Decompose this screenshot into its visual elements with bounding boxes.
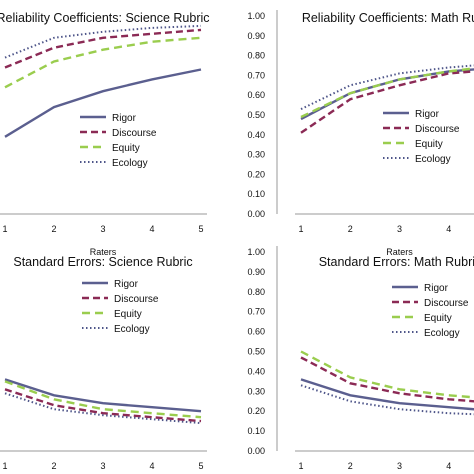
chart-title: Standard Errors: Science Rubric — [13, 255, 192, 269]
y-tick-label: 0.20 — [247, 406, 265, 416]
legend: Rigor Discourse Equity Ecology — [82, 279, 159, 335]
legend-label-ecology: Ecology — [424, 328, 460, 339]
y-tick-label: 0.00 — [247, 446, 265, 456]
y-tick-label: 0.90 — [247, 31, 265, 41]
x-tick-label: 1 — [298, 224, 303, 234]
x-tick-label: 5 — [198, 224, 203, 234]
y-tick-label: 0.00 — [247, 209, 265, 219]
y-tick-label: 0.50 — [247, 110, 265, 120]
y-tick-label: 0.10 — [247, 426, 265, 436]
y-tick-label: 0.40 — [247, 366, 265, 376]
legend-label-ecology: Ecology — [114, 324, 150, 335]
x-tick-label: 4 — [446, 461, 451, 471]
series-line-discourse — [4, 388, 202, 423]
x-tick-label: 2 — [348, 224, 353, 234]
legend-label-equity: Equity — [415, 139, 443, 150]
y-tick-label: 0.70 — [247, 307, 265, 317]
y-tick-label: 1.00 — [247, 247, 265, 257]
legend-label-equity: Equity — [112, 143, 140, 154]
y-tick-label: 0.40 — [247, 130, 265, 140]
series-line-ecology — [300, 64, 474, 111]
series-line-rigor — [4, 68, 202, 138]
legend-label-discourse: Discourse — [114, 294, 159, 305]
y-tick-label: 0.30 — [247, 150, 265, 160]
legend-label-rigor: Rigor — [112, 113, 137, 124]
chart-panel-4: Standard Errors: Math Rubric 0.00 0.10 0.20… — [247, 246, 474, 471]
y-tick-label: 0.30 — [247, 386, 265, 396]
series-line-discourse — [300, 70, 474, 134]
legend-label-rigor: Rigor — [415, 109, 440, 120]
y-tick-label: 0.80 — [247, 287, 265, 297]
x-tick-label: 4 — [149, 461, 154, 471]
chart-panel-3: Standard Errors: Science Rubric12345Rate… — [0, 255, 207, 471]
legend: Rigor Discourse Equity Ecology — [383, 109, 460, 165]
x-tick-label: 5 — [198, 461, 203, 471]
series-line-discourse — [300, 356, 474, 403]
series-line-rigor — [300, 68, 474, 121]
x-axis-label: Raters — [90, 247, 117, 257]
legend-label-ecology: Ecology — [112, 158, 148, 169]
x-tick-label: 2 — [51, 461, 56, 471]
legend-label-rigor: Rigor — [424, 283, 449, 294]
y-tick-label: 0.60 — [247, 327, 265, 337]
chart-panel-2: Reliability Coefficients: Math Rubric 0.0… — [247, 10, 474, 257]
legend: Rigor Discourse Equity Ecology — [392, 283, 469, 339]
series-line-equity — [4, 36, 202, 89]
chart-panel-1: Reliability Coefficients: Science Rubric… — [0, 11, 210, 257]
x-tick-label: 2 — [51, 224, 56, 234]
x-tick-label: 2 — [348, 461, 353, 471]
y-tick-label: 0.60 — [247, 90, 265, 100]
legend: Rigor Discourse Equity Ecology — [80, 113, 157, 169]
chart-title: Standard Errors: Math Rubric — [319, 255, 474, 269]
series-line-equity — [300, 67, 474, 119]
y-tick-label: 1.00 — [247, 11, 265, 21]
x-axis-label: Raters — [386, 247, 413, 257]
y-tick-label: 0.90 — [247, 267, 265, 277]
y-tick-label: 0.20 — [247, 169, 265, 179]
x-tick-label: 1 — [2, 224, 7, 234]
series-line-rigor — [4, 378, 202, 413]
legend-label-equity: Equity — [114, 309, 142, 320]
x-tick-label: 1 — [298, 461, 303, 471]
chart-title: Reliability Coefficients: Science Rubric — [0, 11, 210, 25]
legend-label-discourse: Discourse — [415, 124, 460, 135]
legend-label-rigor: Rigor — [114, 279, 139, 290]
chart-title: Reliability Coefficients: Math Rubric — [302, 11, 474, 25]
legend-label-discourse: Discourse — [424, 298, 469, 309]
legend-label-discourse: Discourse — [112, 128, 157, 139]
series-line-rigor — [300, 378, 474, 411]
series-line-equity — [4, 380, 202, 419]
y-tick-label: 0.50 — [247, 347, 265, 357]
legend-label-ecology: Ecology — [415, 154, 451, 165]
legend-label-equity: Equity — [424, 313, 452, 324]
x-tick-label: 3 — [397, 224, 402, 234]
x-tick-label: 4 — [446, 224, 451, 234]
series-line-ecology — [4, 24, 202, 59]
x-tick-label: 1 — [2, 461, 7, 471]
x-tick-label: 4 — [149, 224, 154, 234]
y-tick-label: 0.80 — [247, 51, 265, 61]
y-tick-label: 0.10 — [247, 189, 265, 199]
x-tick-label: 3 — [100, 224, 105, 234]
y-tick-label: 0.70 — [247, 70, 265, 80]
series-line-discourse — [4, 28, 202, 69]
x-tick-label: 3 — [397, 461, 402, 471]
series-line-equity — [300, 350, 474, 399]
x-tick-label: 3 — [100, 461, 105, 471]
series-line-ecology — [4, 392, 202, 425]
